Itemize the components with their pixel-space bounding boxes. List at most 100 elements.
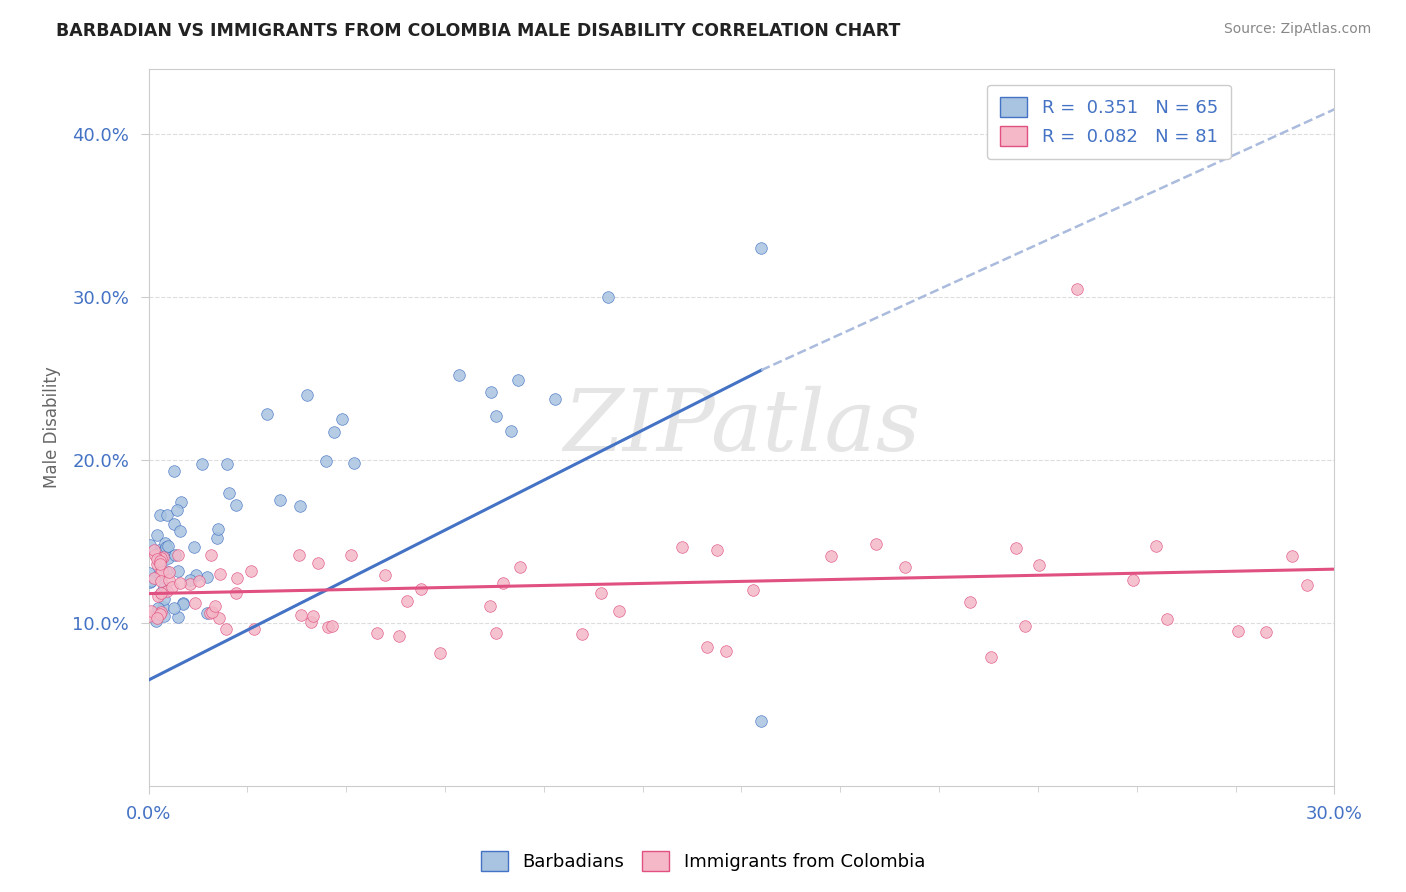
Point [671, 541, 693, 555]
Point [315, 454, 337, 468]
Point [145, 614, 167, 628]
Point [148, 546, 170, 560]
Point [226, 571, 249, 585]
Point [188, 574, 211, 588]
Point [893, 559, 915, 574]
Point [243, 622, 266, 636]
Point [150, 574, 173, 589]
Point [156, 584, 179, 599]
Legend: R =  0.351   N = 65, R =  0.082   N = 81: R = 0.351 N = 65, R = 0.082 N = 81 [987, 85, 1230, 159]
Point [321, 619, 343, 633]
Text: Source: ZipAtlas.com: Source: ZipAtlas.com [1223, 22, 1371, 37]
Point [146, 568, 169, 582]
Point [143, 571, 166, 585]
Point [166, 503, 188, 517]
Point [157, 565, 180, 579]
Point [225, 498, 247, 512]
Point [160, 581, 183, 595]
Point [1066, 282, 1088, 296]
Point [139, 574, 162, 589]
Point [138, 566, 160, 580]
Point [179, 577, 201, 591]
Point [153, 609, 176, 624]
Point [155, 540, 177, 554]
Point [156, 508, 179, 523]
Point [388, 629, 411, 643]
Point [169, 576, 191, 591]
Point [218, 486, 240, 500]
Point [1254, 624, 1277, 639]
Point [287, 548, 309, 562]
Point [205, 531, 228, 545]
Point [499, 424, 522, 438]
Point [148, 589, 170, 603]
Point [589, 586, 612, 600]
Point [191, 457, 214, 471]
Point [153, 580, 176, 594]
Point [139, 538, 162, 552]
Point [163, 517, 186, 532]
Point [150, 564, 173, 578]
Point [138, 608, 160, 623]
Point [146, 527, 169, 541]
Point [256, 407, 278, 421]
Point [157, 574, 180, 588]
Point [155, 564, 177, 578]
Point [143, 542, 166, 557]
Legend: Barbadians, Immigrants from Colombia: Barbadians, Immigrants from Colombia [474, 844, 932, 879]
Point [148, 542, 170, 557]
Point [225, 586, 247, 600]
Point [152, 550, 174, 565]
Point [153, 545, 176, 559]
Point [299, 615, 322, 629]
Point [1226, 624, 1249, 638]
Point [215, 622, 238, 636]
Point [307, 556, 329, 570]
Point [146, 557, 169, 571]
Point [150, 586, 173, 600]
Point [184, 596, 207, 610]
Point [395, 593, 418, 607]
Point [146, 552, 169, 566]
Point [143, 549, 166, 563]
Point [172, 596, 194, 610]
Point [153, 591, 176, 606]
Point [163, 464, 186, 478]
Point [208, 610, 231, 624]
Point [302, 608, 325, 623]
Point [215, 457, 238, 471]
Point [200, 549, 222, 563]
Point [411, 582, 433, 596]
Point [149, 554, 172, 568]
Point [150, 550, 173, 565]
Point [149, 607, 172, 621]
Point [696, 640, 718, 654]
Point [706, 542, 728, 557]
Point [607, 603, 630, 617]
Point [1296, 578, 1319, 592]
Point [149, 564, 172, 578]
Point [239, 564, 262, 578]
Point [183, 540, 205, 554]
Point [156, 540, 179, 554]
Point [153, 536, 176, 550]
Point [204, 599, 226, 613]
Point [714, 644, 737, 658]
Point [288, 499, 311, 513]
Point [200, 605, 222, 619]
Point [509, 560, 531, 574]
Point [166, 564, 188, 578]
Point [269, 492, 291, 507]
Point [330, 412, 353, 426]
Point [139, 574, 162, 589]
Text: BARBADIAN VS IMMIGRANTS FROM COLOMBIA MALE DISABILITY CORRELATION CHART: BARBADIAN VS IMMIGRANTS FROM COLOMBIA MA… [56, 22, 901, 40]
Point [290, 607, 312, 622]
Point [544, 392, 567, 406]
Text: ZIPatlas: ZIPatlas [562, 386, 920, 468]
Point [179, 573, 201, 587]
Point [163, 600, 186, 615]
Point [484, 409, 506, 423]
Point [820, 549, 842, 564]
Point [149, 605, 172, 619]
Point [1281, 549, 1303, 563]
